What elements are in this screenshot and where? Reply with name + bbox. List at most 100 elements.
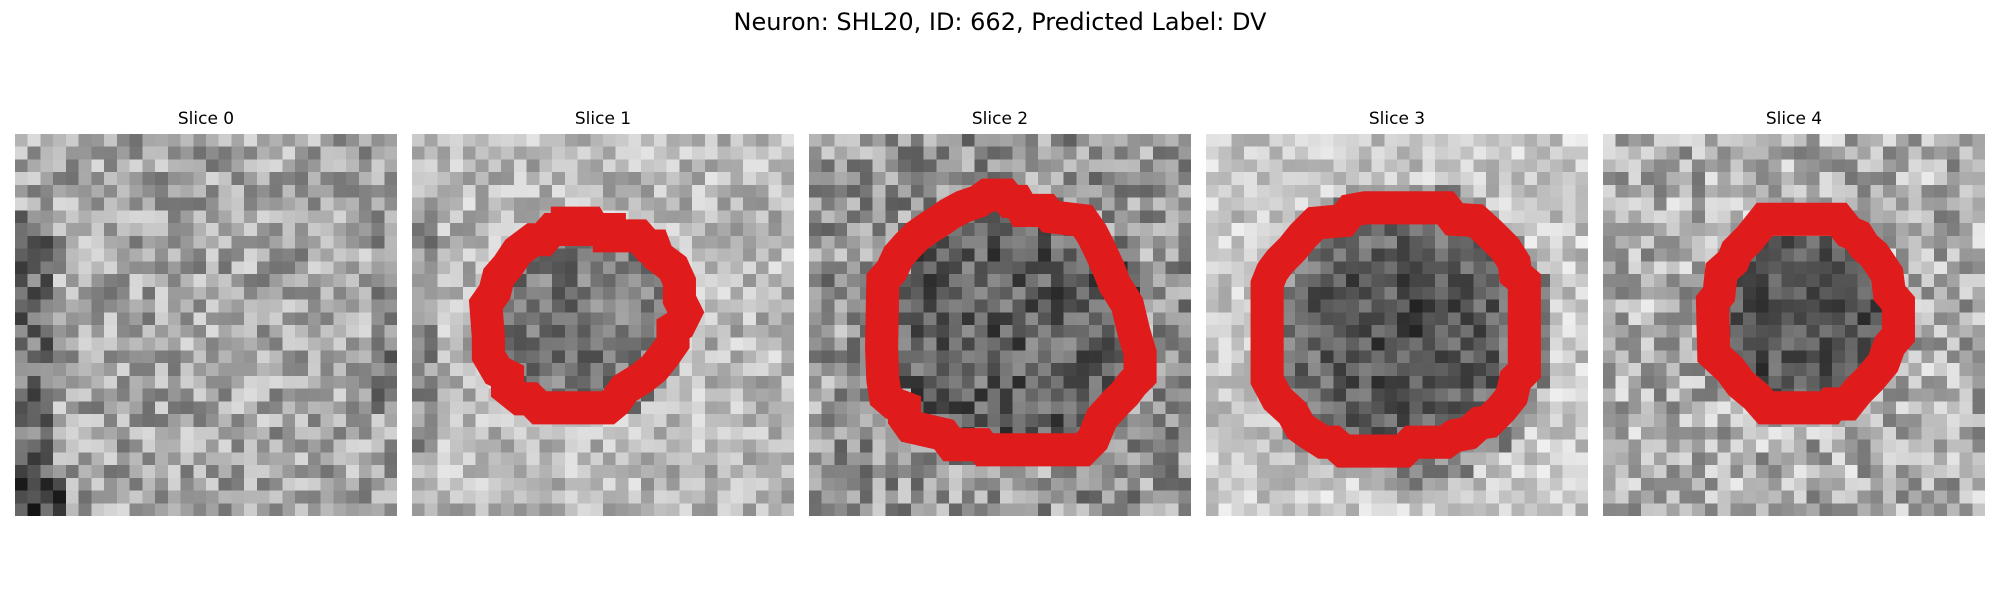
pixel xyxy=(910,465,924,479)
pixel xyxy=(437,146,451,160)
pixel xyxy=(269,439,283,453)
pixel xyxy=(898,350,912,364)
pixel xyxy=(1781,274,1795,288)
pixel xyxy=(641,159,655,173)
pixel xyxy=(1653,388,1667,402)
pixel xyxy=(1959,490,1973,504)
pixel xyxy=(1244,210,1258,224)
pixel xyxy=(371,375,385,389)
pixel xyxy=(1012,286,1026,300)
pixel xyxy=(437,261,451,275)
pixel xyxy=(15,325,28,338)
pixel xyxy=(1447,375,1461,389)
pixel xyxy=(1717,184,1731,198)
pixel xyxy=(1076,465,1090,479)
pixel xyxy=(1333,388,1347,402)
pixel xyxy=(333,235,347,249)
pixel xyxy=(27,375,41,389)
pixel xyxy=(1218,388,1232,402)
pixel xyxy=(1908,223,1922,237)
pixel xyxy=(1537,401,1551,415)
pixel xyxy=(1972,490,1985,504)
pixel xyxy=(974,146,988,160)
pixel xyxy=(1244,465,1258,479)
pixel xyxy=(692,350,706,364)
pixel xyxy=(462,477,476,491)
pixel xyxy=(1140,261,1154,275)
pixel xyxy=(1089,477,1103,491)
pixel xyxy=(231,375,245,389)
pixel xyxy=(1666,146,1680,160)
pixel xyxy=(412,452,425,466)
pixel xyxy=(1537,248,1551,262)
pixel xyxy=(206,350,219,364)
pixel xyxy=(40,350,54,364)
pixel xyxy=(167,286,181,300)
pixel xyxy=(424,134,438,147)
pixel xyxy=(167,146,181,160)
pixel xyxy=(1666,350,1680,364)
pixel xyxy=(1946,426,1960,440)
pixel xyxy=(282,274,296,288)
pixel xyxy=(1206,503,1219,516)
pixel xyxy=(1012,414,1026,428)
pixel xyxy=(666,375,680,389)
pixel xyxy=(1000,350,1013,364)
pixel xyxy=(269,490,283,504)
pixel xyxy=(269,477,283,491)
pixel xyxy=(781,159,794,173)
pixel xyxy=(679,223,693,237)
pixel xyxy=(666,426,680,440)
pixel xyxy=(743,477,757,491)
pixel xyxy=(1511,465,1525,479)
pixel xyxy=(859,503,873,516)
pixel xyxy=(129,146,143,160)
pixel xyxy=(1076,350,1090,364)
pixel xyxy=(1895,134,1909,147)
pixel xyxy=(1371,388,1385,402)
pixel xyxy=(692,477,706,491)
pixel xyxy=(282,172,296,186)
pixel xyxy=(167,134,181,147)
pixel xyxy=(1165,261,1179,275)
pixel xyxy=(1358,274,1372,288)
pixel xyxy=(847,503,861,516)
pixel xyxy=(717,223,731,237)
pixel xyxy=(53,350,67,364)
pixel xyxy=(450,388,464,402)
pixel xyxy=(269,312,283,326)
pixel xyxy=(717,350,731,364)
pixel xyxy=(1000,134,1013,147)
pixel xyxy=(1575,299,1588,313)
pixel xyxy=(1549,197,1563,211)
pixel xyxy=(1409,414,1423,428)
pixel xyxy=(1641,312,1655,326)
pixel xyxy=(730,286,744,300)
pixel xyxy=(1819,235,1833,249)
pixel xyxy=(104,337,118,351)
pixel xyxy=(1076,363,1090,377)
pixel xyxy=(142,146,156,160)
pixel xyxy=(872,159,886,173)
pixel xyxy=(1435,490,1449,504)
pixel xyxy=(1206,134,1219,147)
pixel xyxy=(821,134,835,147)
pixel xyxy=(1050,172,1064,186)
pixel xyxy=(437,452,451,466)
pixel xyxy=(462,388,476,402)
pixel xyxy=(1537,452,1551,466)
pixel xyxy=(412,134,425,147)
pixel xyxy=(1038,350,1052,364)
pixel xyxy=(437,325,451,338)
pixel xyxy=(256,146,270,160)
pixel xyxy=(1397,172,1410,186)
pixel xyxy=(53,452,67,466)
pixel xyxy=(78,490,92,504)
pixel xyxy=(577,325,591,338)
pixel xyxy=(1000,235,1013,249)
pixel xyxy=(1178,261,1191,275)
pixel xyxy=(116,477,130,491)
pixel xyxy=(462,490,476,504)
pixel xyxy=(1358,414,1372,428)
pixel xyxy=(1165,134,1179,147)
